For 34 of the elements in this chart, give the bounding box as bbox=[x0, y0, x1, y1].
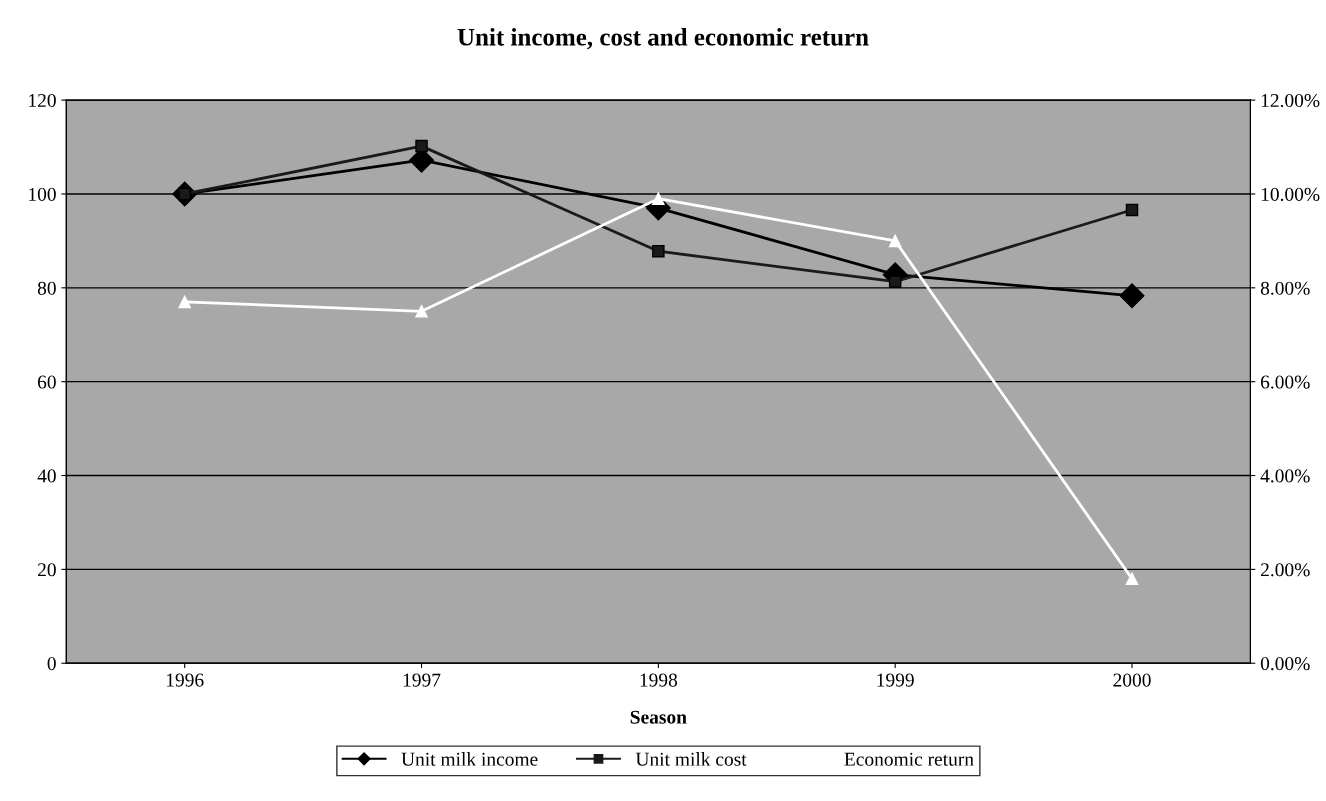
point bbox=[888, 234, 902, 248]
point bbox=[1125, 572, 1139, 586]
y-tick-label: 120 bbox=[29, 93, 56, 108]
legend-label: Unit milk income bbox=[401, 752, 538, 766]
y2-tick-label: 12.00% bbox=[1261, 93, 1320, 108]
y2-tick-label: 10.00% bbox=[1261, 187, 1320, 201]
chart-title: Unit income, cost and economic return bbox=[457, 28, 869, 50]
text: Economic return bbox=[844, 752, 974, 766]
x-axis-title: Season bbox=[630, 710, 687, 724]
y-tick-label: 0 bbox=[47, 657, 56, 671]
y-tick-label: 100 bbox=[29, 187, 56, 201]
point bbox=[652, 244, 665, 258]
point bbox=[888, 275, 902, 288]
y2-tick-label: 0.00% bbox=[1260, 657, 1310, 671]
y-tick-label: 60 bbox=[37, 375, 56, 389]
point bbox=[1125, 203, 1139, 217]
point bbox=[415, 139, 428, 153]
point bbox=[652, 192, 665, 205]
point bbox=[1119, 283, 1145, 309]
legend-label: Unit milk cost bbox=[635, 752, 747, 766]
x-tick-label: 2000 bbox=[1113, 673, 1151, 687]
x-tick-label: 1998 bbox=[640, 673, 678, 687]
y-tick-label: 80 bbox=[37, 281, 56, 295]
x-tick-label: 1997 bbox=[403, 673, 441, 687]
y2-tick-label: 6.00% bbox=[1260, 375, 1310, 389]
x-tick-label: 1999 bbox=[877, 673, 914, 687]
y2-tick-label: 4.00% bbox=[1260, 469, 1310, 483]
point bbox=[415, 305, 428, 318]
y-tick-label: 40 bbox=[37, 469, 56, 483]
y2-tick-label: 2.00% bbox=[1260, 563, 1310, 577]
x-tick-label: 1996 bbox=[166, 673, 204, 687]
y-tick-label: 20 bbox=[37, 563, 56, 577]
y2-tick-label: 8.00% bbox=[1260, 281, 1310, 295]
point bbox=[178, 295, 191, 309]
